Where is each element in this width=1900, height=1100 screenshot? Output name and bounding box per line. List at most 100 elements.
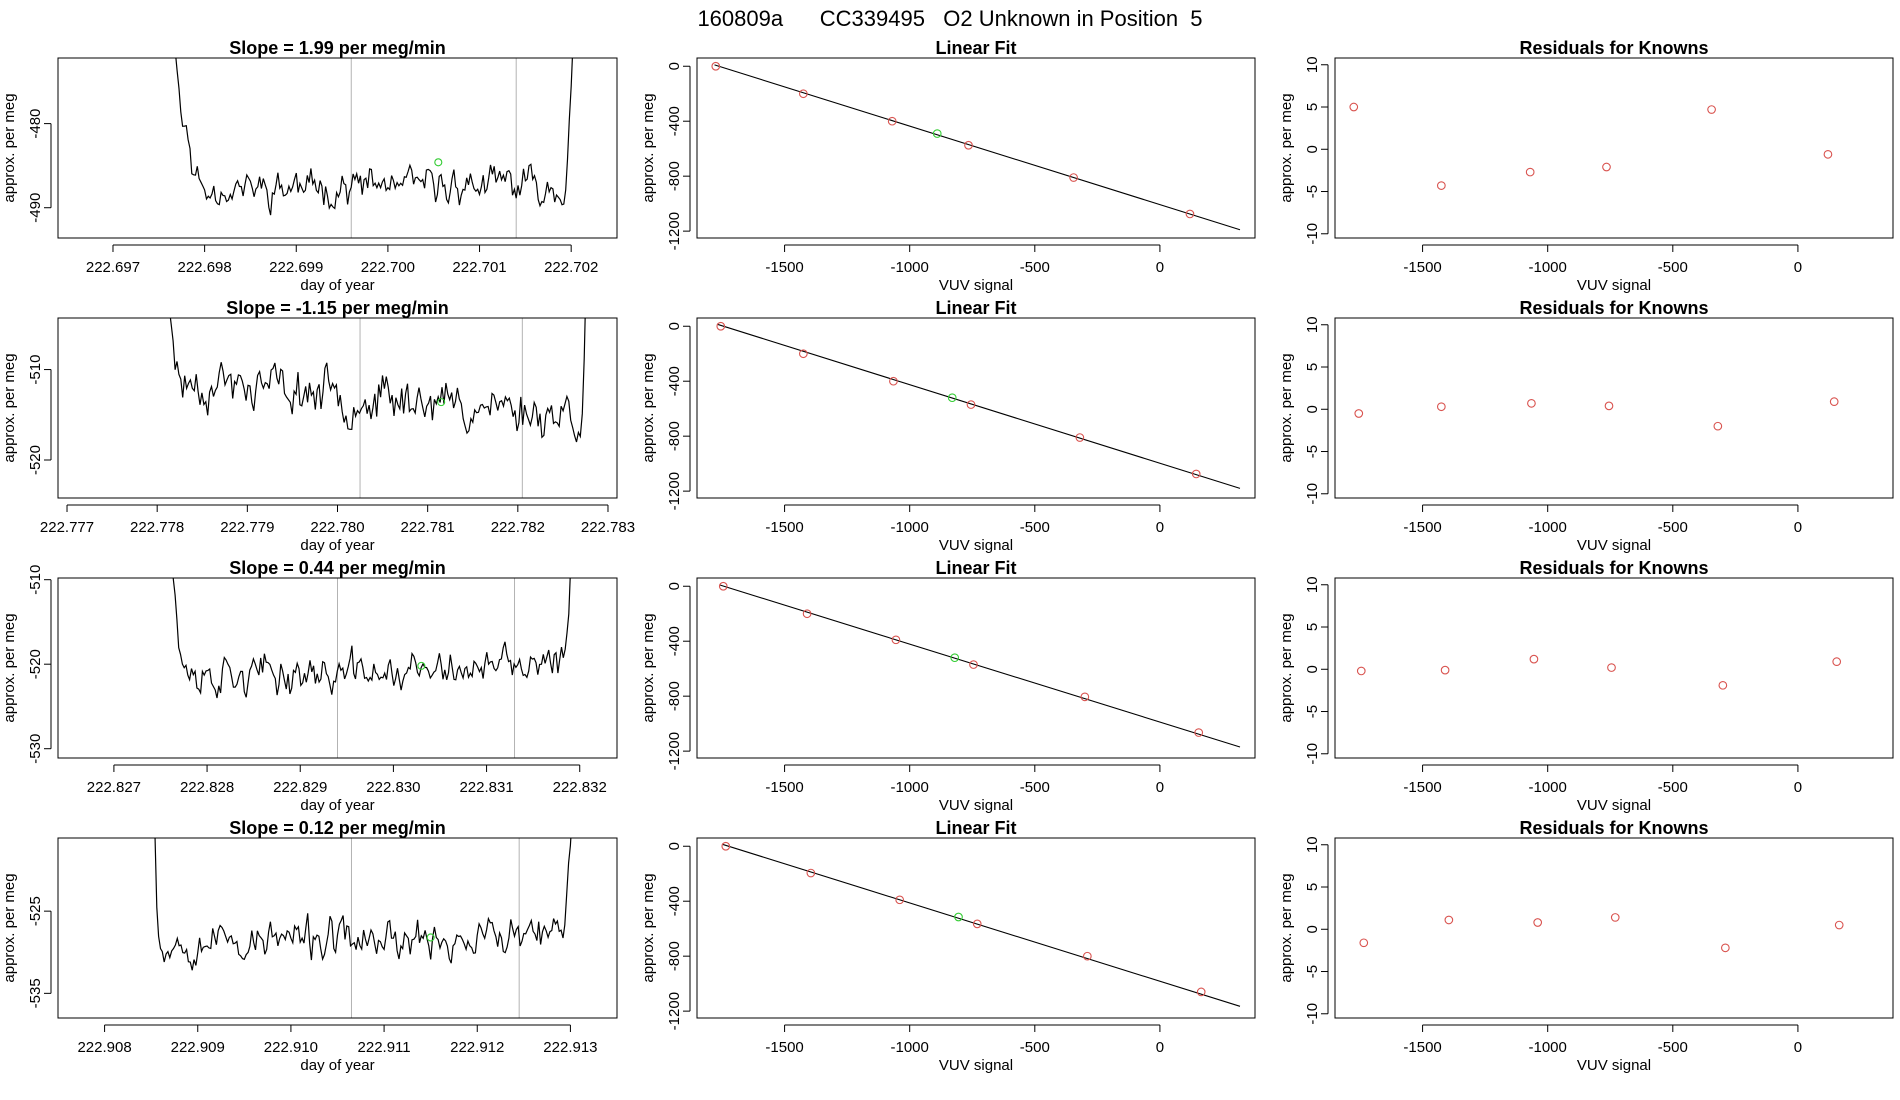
residual-point: [1829, 397, 1839, 407]
y-tick-label: -5: [1304, 965, 1321, 978]
y-tick-label: -5: [1304, 705, 1321, 718]
x-tick-label: -1000: [891, 1039, 929, 1056]
known-point: [798, 349, 808, 359]
plot-frame: [696, 317, 1256, 499]
known-point: [887, 116, 897, 126]
x-tick-label: 0: [1156, 519, 1164, 536]
x-tick-label: 222.700: [361, 259, 415, 276]
panel-title: Linear Fit: [935, 38, 1016, 58]
x-tick-label: -500: [1658, 779, 1688, 796]
panel-title: Linear Fit: [935, 558, 1016, 578]
x-tick-label: 222.831: [459, 779, 513, 796]
panel-r3-c2: Residuals for Knowns -1500 -1000 -500 0 VUV s…: [1278, 818, 1894, 1074]
panel-title: Residuals for Knowns: [1519, 558, 1708, 578]
x-tick-label: -500: [1020, 779, 1050, 796]
y-tick-label: 10: [1304, 576, 1321, 593]
plot-frame: [57, 577, 618, 759]
unknown-point: [954, 912, 963, 922]
y-axis-label: approx. per meg: [640, 873, 657, 982]
y-tick-label: 5: [1304, 623, 1321, 631]
x-tick-label: 222.830: [366, 779, 420, 796]
x-tick-label: -1500: [1403, 779, 1441, 796]
x-tick-label: -1000: [891, 259, 929, 276]
residual-point: [1823, 149, 1833, 159]
known-point: [891, 635, 901, 645]
known-point: [966, 400, 976, 409]
y-tick-label: 5: [1304, 883, 1321, 891]
known-point: [1080, 692, 1090, 702]
y-tick-label: 0: [1304, 925, 1321, 933]
unknown-point: [950, 653, 960, 663]
y-tick-label: 0: [1304, 665, 1321, 673]
x-axis-label: VUV signal: [939, 277, 1013, 294]
known-point: [718, 581, 728, 591]
known-point: [711, 61, 721, 71]
x-tick-label: -500: [1658, 1039, 1688, 1056]
known-point: [895, 895, 905, 905]
panel-r1-c1: Linear Fit -1500 -1000 -500 0 VUV signal -1200…: [640, 298, 1256, 554]
x-axis-label: VUV signal: [1577, 277, 1651, 294]
x-axis-label: day of year: [300, 277, 374, 294]
x-axis-label: VUV signal: [939, 797, 1013, 814]
y-tick-label: -800: [666, 421, 683, 451]
x-tick-label: -1000: [891, 519, 929, 536]
x-tick-label: 222.697: [86, 259, 140, 276]
unknown-point: [426, 933, 435, 942]
x-tick-label: 222.911: [358, 1039, 411, 1056]
residual-point: [1440, 665, 1450, 675]
x-tick-label: 0: [1794, 519, 1802, 536]
y-tick-label: -5: [1304, 445, 1321, 458]
plot-frame: [1334, 317, 1894, 499]
panel-title: Slope = -1.15 per meg/min: [226, 298, 449, 318]
plot-frame: [57, 317, 618, 499]
x-tick-label: 222.702: [544, 259, 598, 276]
y-tick-label: -10: [1304, 743, 1321, 765]
x-tick-label: -500: [1020, 519, 1050, 536]
y-tick-label: -1200: [666, 992, 683, 1030]
x-tick-label: -1000: [1529, 1039, 1567, 1056]
known-point: [1185, 209, 1195, 219]
fit-line: [716, 323, 1241, 489]
plot-area: [1354, 397, 1839, 431]
y-axis-label: approx. per meg: [1278, 353, 1295, 462]
plot-frame: [1334, 57, 1894, 239]
x-tick-label: -1000: [1529, 519, 1567, 536]
plot-area: [1359, 913, 1844, 953]
x-tick-label: -500: [1020, 1039, 1050, 1056]
x-tick-label: 222.780: [310, 519, 364, 536]
y-tick-label: -1200: [666, 732, 683, 770]
residual-point: [1832, 657, 1842, 667]
panel-r2-c0: Slope = 0.44 per meg/min 222.827 222.828 22…: [1, 558, 618, 814]
x-tick-label: -1500: [765, 519, 803, 536]
residual-point: [1354, 409, 1364, 418]
y-tick-label: 0: [666, 62, 683, 70]
x-tick-label: 222.910: [264, 1039, 318, 1056]
x-tick-label: -1000: [891, 779, 929, 796]
panel-r1-c0: Slope = -1.15 per meg/min 222.777 222.778 2…: [1, 298, 635, 554]
y-tick-label: -800: [666, 681, 683, 711]
time-series-line: [175, 58, 573, 216]
plot-area: [721, 841, 1241, 1007]
x-tick-label: 222.699: [269, 259, 323, 276]
residual-point: [1436, 181, 1446, 190]
plot-area: [169, 318, 586, 498]
residual-point: [1359, 938, 1369, 948]
y-tick-label: 0: [666, 322, 683, 330]
x-tick-label: 222.783: [581, 519, 635, 536]
y-axis-label: approx. per meg: [640, 93, 657, 202]
y-axis-label: approx. per meg: [1278, 93, 1295, 202]
plot-frame: [696, 577, 1256, 759]
x-axis-label: VUV signal: [1577, 537, 1651, 554]
x-tick-label: 222.832: [553, 779, 607, 796]
known-point: [964, 140, 973, 150]
time-series-line: [169, 318, 586, 443]
y-tick-label: -1200: [666, 212, 683, 250]
x-tick-label: 222.909: [171, 1039, 225, 1056]
known-point: [1196, 987, 1206, 997]
x-tick-label: 222.828: [180, 779, 234, 796]
x-tick-label: -1500: [765, 779, 803, 796]
y-axis-label: approx. per meg: [1, 353, 18, 462]
y-axis-label: approx. per meg: [1278, 873, 1295, 982]
panel-r1-c2: Residuals for Knowns -1500 -1000 -500 0 VUV s…: [1278, 298, 1894, 554]
panel-r0-c1: Linear Fit -1500 -1000 -500 0 VUV signal -1200…: [640, 38, 1256, 294]
